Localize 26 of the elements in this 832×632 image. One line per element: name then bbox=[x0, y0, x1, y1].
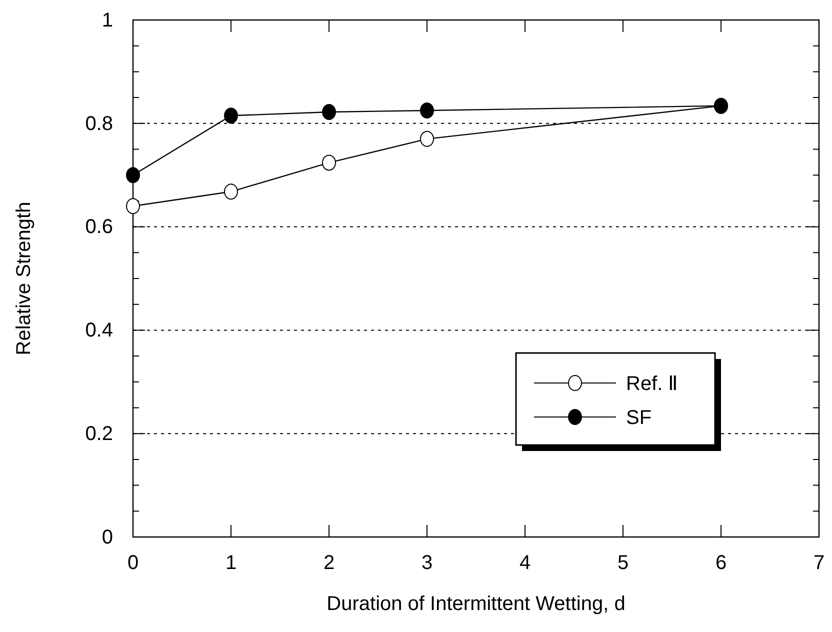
y-tick-label: 0.6 bbox=[85, 216, 113, 238]
point bbox=[126, 167, 140, 184]
x-tick-label: 5 bbox=[617, 552, 629, 574]
legend-label: Ref. Ⅱ bbox=[626, 373, 678, 395]
legend-label: SF bbox=[626, 407, 652, 429]
x-tick-label: 7 bbox=[813, 552, 825, 574]
y-tick-label: 0 bbox=[102, 526, 113, 548]
y-tick-label: 0.2 bbox=[85, 423, 113, 445]
point bbox=[126, 198, 140, 214]
y-axis-title: Relative Strength bbox=[13, 202, 35, 356]
x-tick-label: 0 bbox=[127, 552, 139, 574]
x-tick-label: 6 bbox=[715, 552, 727, 574]
point bbox=[224, 108, 238, 124]
y-tick-label: 0.8 bbox=[85, 112, 113, 135]
x-axis-title: Duration of Intermittent Wetting, d bbox=[326, 593, 626, 615]
y-tick-label: 1 bbox=[102, 9, 113, 32]
point bbox=[420, 102, 434, 118]
y-tick-label: 0.4 bbox=[85, 320, 113, 342]
point bbox=[322, 104, 336, 120]
x-tick-label: 3 bbox=[421, 552, 433, 574]
x-tick-label: 1 bbox=[225, 552, 237, 574]
x-tick-label: 2 bbox=[323, 552, 335, 574]
point bbox=[420, 130, 434, 147]
point bbox=[224, 184, 238, 200]
x-tick-label: 4 bbox=[519, 552, 531, 574]
point bbox=[322, 154, 336, 171]
